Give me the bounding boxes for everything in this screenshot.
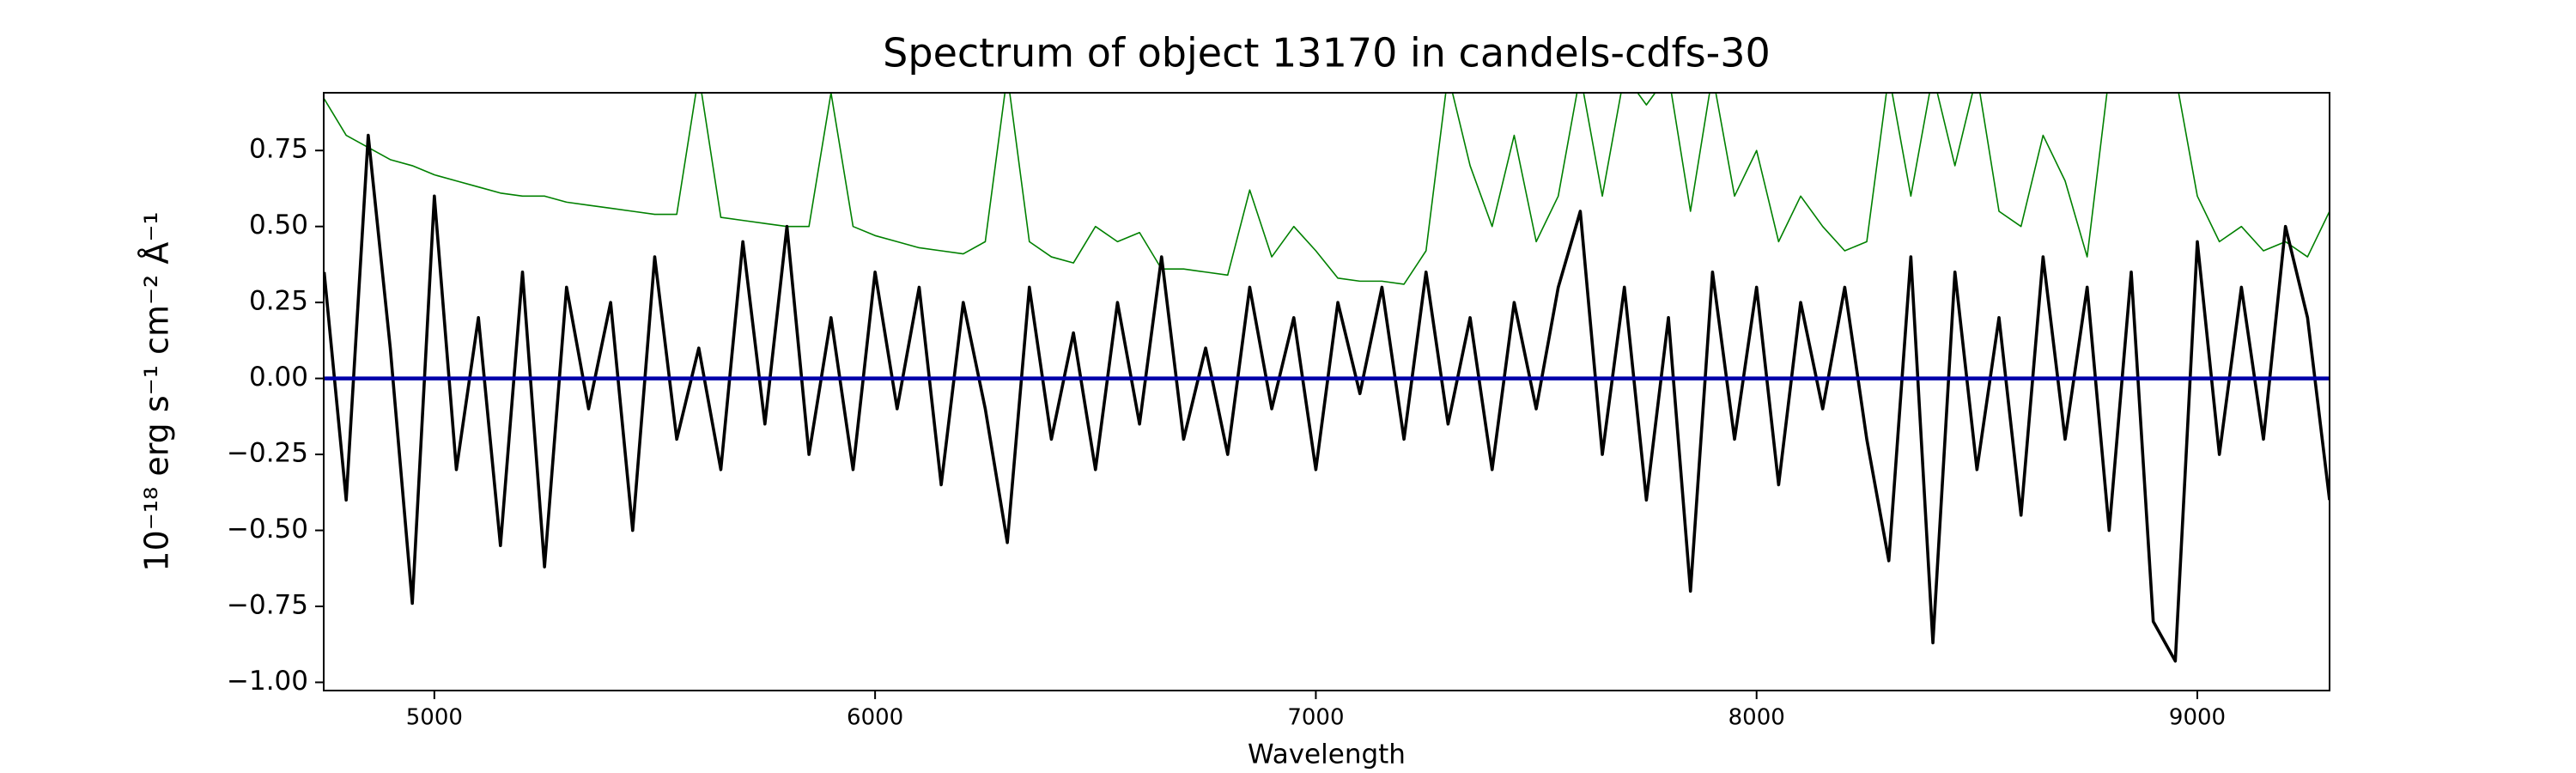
chart-title: Spectrum of object 13170 in candels-cdfs… — [883, 30, 1771, 76]
y-tick-label: 0.75 — [249, 134, 308, 165]
x-tick-label: 5000 — [406, 705, 463, 731]
x-tick-label: 8000 — [1728, 705, 1785, 731]
x-axis-label: Wavelength — [1248, 740, 1406, 770]
plot-area — [324, 93, 2330, 663]
y-tick-label: −1.00 — [227, 666, 308, 697]
series-line — [324, 93, 2330, 285]
x-tick-label: 7000 — [1287, 705, 1344, 731]
y-tick-label: 0.00 — [249, 362, 308, 393]
y-tick-label: −0.25 — [227, 438, 308, 469]
x-tick-label: 6000 — [847, 705, 903, 731]
y-tick-label: −0.75 — [227, 589, 308, 620]
x-tick-label: 9000 — [2169, 705, 2226, 731]
series-line — [324, 133, 2330, 663]
y-tick-label: −0.50 — [227, 514, 308, 545]
y-axis-label: 10⁻¹⁸ erg s⁻¹ cm⁻² Å⁻¹ — [138, 211, 176, 571]
y-tick-label: 0.50 — [249, 210, 308, 240]
axes-frame — [323, 92, 2330, 691]
y-tick-label: 0.25 — [249, 286, 308, 317]
